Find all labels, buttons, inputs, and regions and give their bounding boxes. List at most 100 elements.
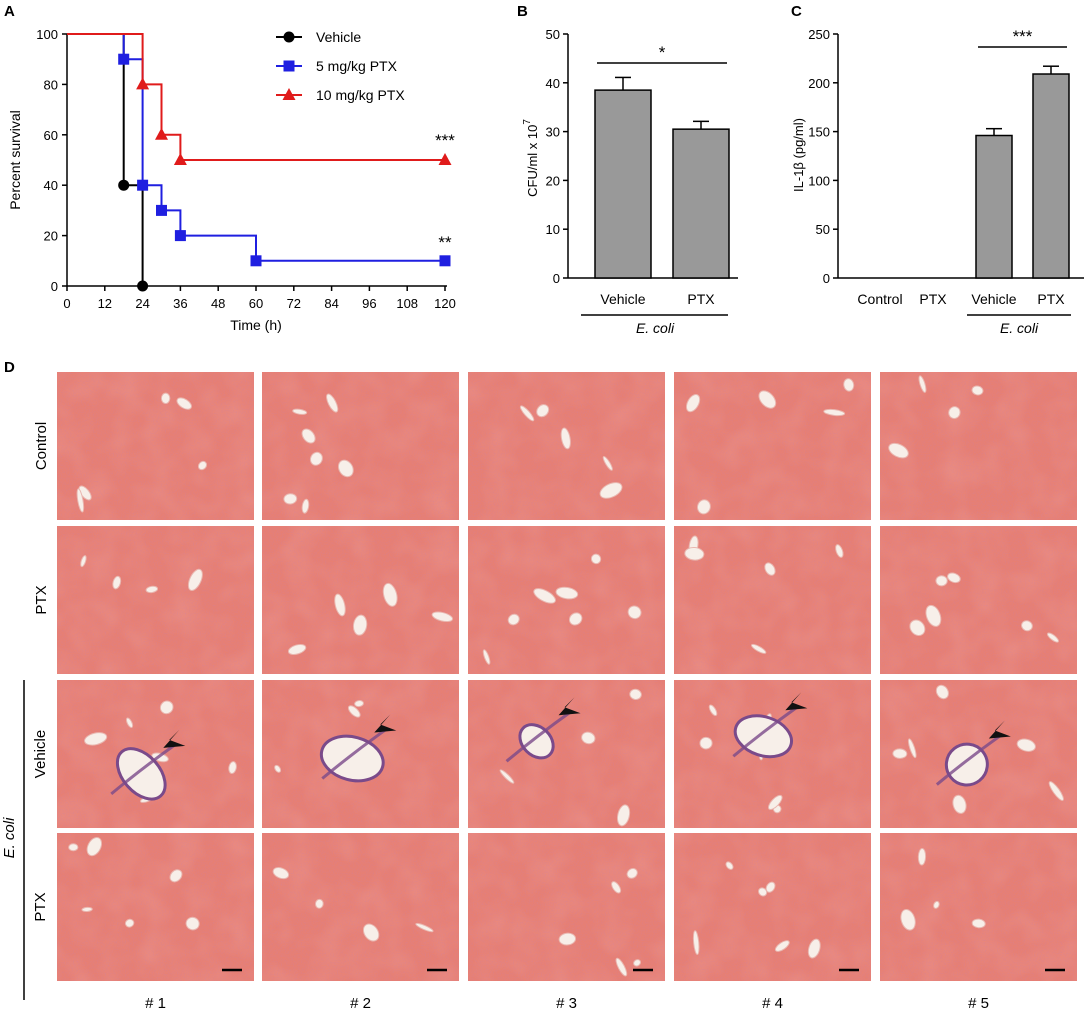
survival-x-tick-label: 24 xyxy=(135,296,149,311)
legend-marker-vehicle xyxy=(283,31,295,43)
vessel-lumen xyxy=(81,906,93,912)
legend-marker-5mg xyxy=(283,60,295,72)
survival-x-tick-label: 72 xyxy=(287,296,301,311)
vessel-lumen xyxy=(228,761,237,774)
vessel-lumen xyxy=(309,451,323,466)
vessel-lumen xyxy=(334,593,346,617)
vessel-lumen xyxy=(533,588,556,604)
survival-y-tick-label: 20 xyxy=(44,229,58,244)
survival-y-tick-label: 0 xyxy=(51,279,58,294)
histology-row-label: Control xyxy=(33,422,50,470)
tile-content xyxy=(880,372,1077,520)
vessel-lumen xyxy=(354,700,364,708)
tile-content xyxy=(57,833,254,981)
vessel-lumen xyxy=(169,869,183,883)
histology-column-label: # 5 xyxy=(968,995,989,1012)
vessel-lumen xyxy=(917,847,927,866)
vessel-lumen xyxy=(187,568,203,591)
survival-point-5mg xyxy=(118,53,130,65)
arrowhead xyxy=(785,692,808,711)
vessel-lumen xyxy=(909,619,926,636)
il1b-y-tick-label: 200 xyxy=(808,76,830,91)
cfu-bar xyxy=(672,128,730,279)
vessel-lumen xyxy=(145,585,159,594)
histology-tiles xyxy=(57,372,1077,981)
il1b-significance-mark: *** xyxy=(1013,27,1033,46)
vessel-lumen xyxy=(112,575,122,590)
vessel-lumen xyxy=(708,704,718,717)
vessel-lumen xyxy=(274,764,282,773)
cfu-chart: 0 10 20 30 40 50 Vehicle PTX * CFU/ml x 107 E. … xyxy=(522,27,738,336)
histology-tile-r4-c5 xyxy=(880,833,1077,981)
vessel-lumen xyxy=(185,916,200,931)
cfu-category-label: PTX xyxy=(687,291,715,307)
vessel-lumen xyxy=(1016,738,1036,752)
cfu-y-tick-label: 30 xyxy=(546,125,560,140)
il1b-category-label: PTX xyxy=(919,291,947,307)
vessel-lumen xyxy=(947,572,961,584)
survival-x-tick-label: 96 xyxy=(362,296,376,311)
cfu-y-tick-label: 10 xyxy=(546,222,560,237)
cfu-y-tick-label: 0 xyxy=(553,271,560,286)
cfu-bars: * xyxy=(594,43,730,279)
survival-x-tick-label: 120 xyxy=(434,296,456,311)
tile-content xyxy=(262,680,459,828)
histology-tile-r1-c3 xyxy=(468,372,665,520)
tissue-nuclei xyxy=(880,372,1077,520)
vessel-lumen xyxy=(599,482,623,499)
vessel-lumen xyxy=(971,918,986,929)
survival-x-label: Time (h) xyxy=(230,317,282,333)
vessel-lumen xyxy=(1021,620,1033,632)
vessel-lumen xyxy=(952,794,967,814)
histology-row-label: PTX xyxy=(33,585,50,614)
tile-content xyxy=(674,372,871,520)
vessel-lumen xyxy=(80,555,87,568)
tile-content xyxy=(262,526,459,674)
tissue-nuclei xyxy=(674,833,871,981)
il1b-category-label: PTX xyxy=(1037,291,1065,307)
histology-tile-r4-c2 xyxy=(262,833,459,981)
il1b-bar xyxy=(1032,73,1070,279)
vessel-lumen xyxy=(692,930,700,956)
vessel-lumen xyxy=(758,887,768,897)
vessel-lumen xyxy=(935,575,948,587)
survival-point-5mg xyxy=(439,255,451,267)
inflammatory-infiltrate xyxy=(935,733,1003,786)
vessel-lumen xyxy=(160,392,171,405)
il1b-category-label: Control xyxy=(857,291,902,307)
histology-tile-r3-c1 xyxy=(57,680,254,828)
vessel-lumen xyxy=(315,898,324,909)
arrowhead xyxy=(558,697,581,716)
survival-point-vehicle xyxy=(118,179,130,191)
vessel-lumen xyxy=(918,375,927,393)
vessel-lumen xyxy=(507,613,520,626)
vessel-lumen xyxy=(176,397,192,410)
survival-point-10mg xyxy=(438,153,452,165)
legend-label-10mg: 10 mg/kg PTX xyxy=(316,87,405,103)
vessel-lumen xyxy=(633,959,641,967)
histology-tile-r2-c4 xyxy=(674,526,871,674)
il1b-y-label: IL-1β (pg/ml) xyxy=(791,118,806,192)
survival-x-tick-label: 0 xyxy=(63,296,70,311)
vessel-lumen xyxy=(750,643,767,654)
inflammatory-infiltrate xyxy=(732,705,800,758)
vessel-lumen xyxy=(888,442,909,459)
cfu-y-label-main: CFU/ml x 10 xyxy=(525,125,540,197)
survival-point-5mg xyxy=(174,230,186,242)
vessel-lumen xyxy=(611,881,622,894)
vessel-lumen xyxy=(935,684,949,700)
histology-tile-r4-c1 xyxy=(57,833,254,981)
vessel-lumen xyxy=(835,544,844,558)
vessel-lumen xyxy=(301,428,316,444)
tile-content xyxy=(262,372,459,520)
histology-tile-r2-c2 xyxy=(262,526,459,674)
vessel-lumen xyxy=(907,738,917,759)
vessel-lumen xyxy=(352,614,368,636)
survival-axes: 0 20 40 60 80 100 0 12 24 36 48 60 72 84 96 108 120 xyxy=(36,27,456,311)
vessel-lumen xyxy=(326,393,339,413)
histology-tile-r1-c5 xyxy=(880,372,1077,520)
vessel-lumen xyxy=(900,908,916,931)
vessel-lumen xyxy=(843,378,855,392)
vessel-lumen xyxy=(765,881,776,893)
